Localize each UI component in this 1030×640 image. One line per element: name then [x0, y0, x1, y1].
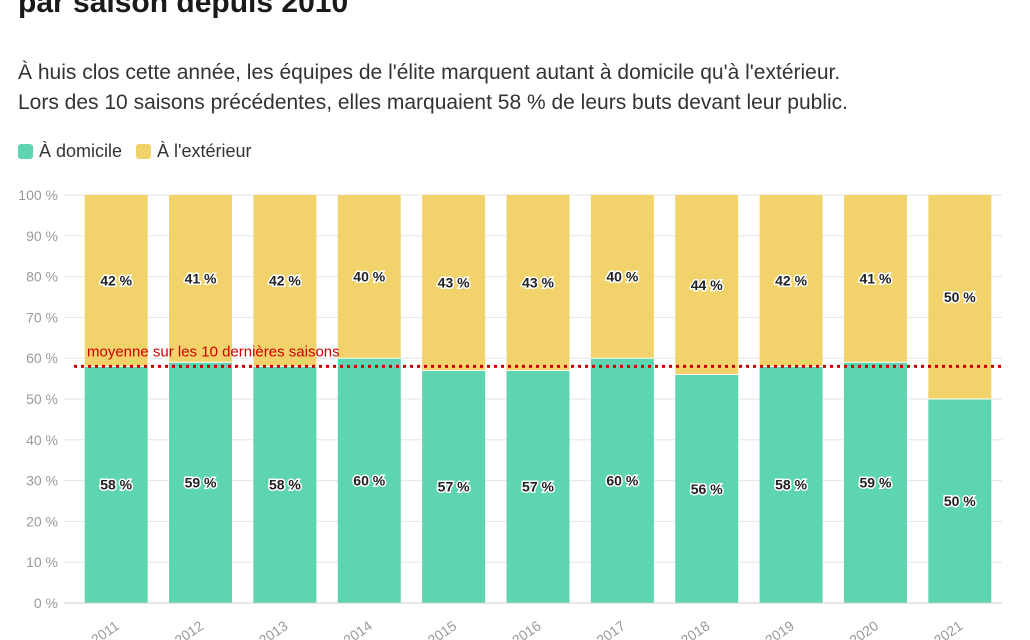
- legend-item-home[interactable]: À domicile: [18, 141, 122, 162]
- data-label-home: 58 %: [100, 477, 132, 493]
- chart-title: par saison depuis 2010: [18, 0, 349, 19]
- bar-away: [169, 195, 233, 363]
- subtitle-line-1: À huis clos cette année, les équipes de …: [18, 61, 841, 84]
- bar-home: [759, 366, 823, 603]
- legend-swatch-away: [136, 144, 152, 159]
- bar-home: [506, 370, 570, 603]
- x-tick-label: 2019: [762, 617, 797, 640]
- y-tick-label: 40 %: [26, 432, 58, 448]
- y-tick-label: 70 %: [26, 309, 58, 325]
- bar-away: [675, 195, 739, 375]
- data-label-away: 41 %: [185, 271, 217, 287]
- y-tick-label: 100 %: [18, 187, 58, 203]
- bar-away: [253, 195, 317, 367]
- bar-away: [422, 195, 486, 371]
- data-label-away: 40 %: [353, 269, 385, 285]
- data-label-away: 41 %: [859, 271, 891, 287]
- x-tick-label: 2011: [88, 617, 122, 640]
- bar-away: [84, 195, 148, 367]
- legend-swatch-home: [18, 144, 33, 159]
- x-tick-label: 2020: [846, 617, 881, 640]
- bar-home: [84, 366, 148, 603]
- bar-home: [169, 362, 233, 603]
- x-tick-label: 2015: [425, 617, 460, 640]
- data-label-home: 57 %: [522, 479, 554, 495]
- x-tick-label: 2012: [172, 617, 207, 640]
- y-tick-label: 10 %: [26, 554, 58, 570]
- data-label-home: 60 %: [606, 473, 638, 489]
- y-tick-label: 60 %: [26, 350, 58, 366]
- data-label-home: 59 %: [859, 475, 891, 491]
- x-tick-label: 2013: [256, 617, 291, 640]
- data-label-home: 50 %: [944, 493, 976, 509]
- legend-label-home: À domicile: [39, 141, 123, 161]
- bar-away: [759, 195, 823, 367]
- y-tick-label: 80 %: [26, 269, 58, 285]
- bar-home: [843, 362, 907, 603]
- bar-away: [928, 195, 992, 399]
- x-tick-label: 2017: [593, 617, 628, 640]
- data-label-away: 40 %: [606, 269, 638, 285]
- y-tick-label: 30 %: [26, 473, 58, 489]
- data-label-away: 50 %: [944, 289, 976, 305]
- average-line-label: moyenne sur les 10 dernières saisons: [87, 343, 340, 360]
- bar-home: [422, 370, 486, 603]
- bar-home: [928, 399, 992, 603]
- legend-label-away: À l'extérieur: [157, 141, 252, 161]
- data-label-home: 56 %: [691, 481, 723, 497]
- bar-away: [337, 195, 401, 359]
- bar-home: [337, 358, 401, 603]
- data-label-home: 58 %: [269, 477, 301, 493]
- bar-home: [253, 366, 317, 603]
- bar-away: [590, 195, 654, 359]
- legend: À domicile À l'extérieur: [18, 141, 252, 162]
- bar-home: [675, 374, 739, 603]
- chart-subtitle: À huis clos cette année, les équipes de …: [18, 58, 1018, 118]
- x-tick-label: 2018: [678, 617, 713, 640]
- legend-item-away[interactable]: À l'extérieur: [136, 141, 252, 162]
- bar-away: [506, 195, 570, 371]
- data-label-home: 58 %: [775, 477, 807, 493]
- y-tick-label: 50 %: [26, 391, 58, 407]
- data-label-away: 42 %: [269, 273, 301, 289]
- data-label-away: 42 %: [100, 273, 132, 289]
- x-tick-label: 2016: [509, 617, 544, 640]
- data-label-away: 43 %: [522, 275, 554, 291]
- y-tick-label: 90 %: [26, 228, 58, 244]
- y-tick-label: 20 %: [26, 513, 58, 529]
- subtitle-line-2: Lors des 10 saisons précédentes, elles m…: [18, 91, 848, 114]
- y-tick-label: 0 %: [34, 595, 58, 611]
- data-label-home: 59 %: [185, 475, 217, 491]
- x-tick-label: 2021: [931, 617, 966, 640]
- bar-home: [590, 358, 654, 603]
- x-tick-label: 2014: [340, 617, 375, 640]
- data-label-away: 42 %: [775, 273, 807, 289]
- data-label-home: 60 %: [353, 473, 385, 489]
- data-label-away: 44 %: [691, 277, 723, 293]
- data-label-away: 43 %: [438, 275, 470, 291]
- bar-away: [843, 195, 907, 363]
- data-label-home: 57 %: [438, 479, 470, 495]
